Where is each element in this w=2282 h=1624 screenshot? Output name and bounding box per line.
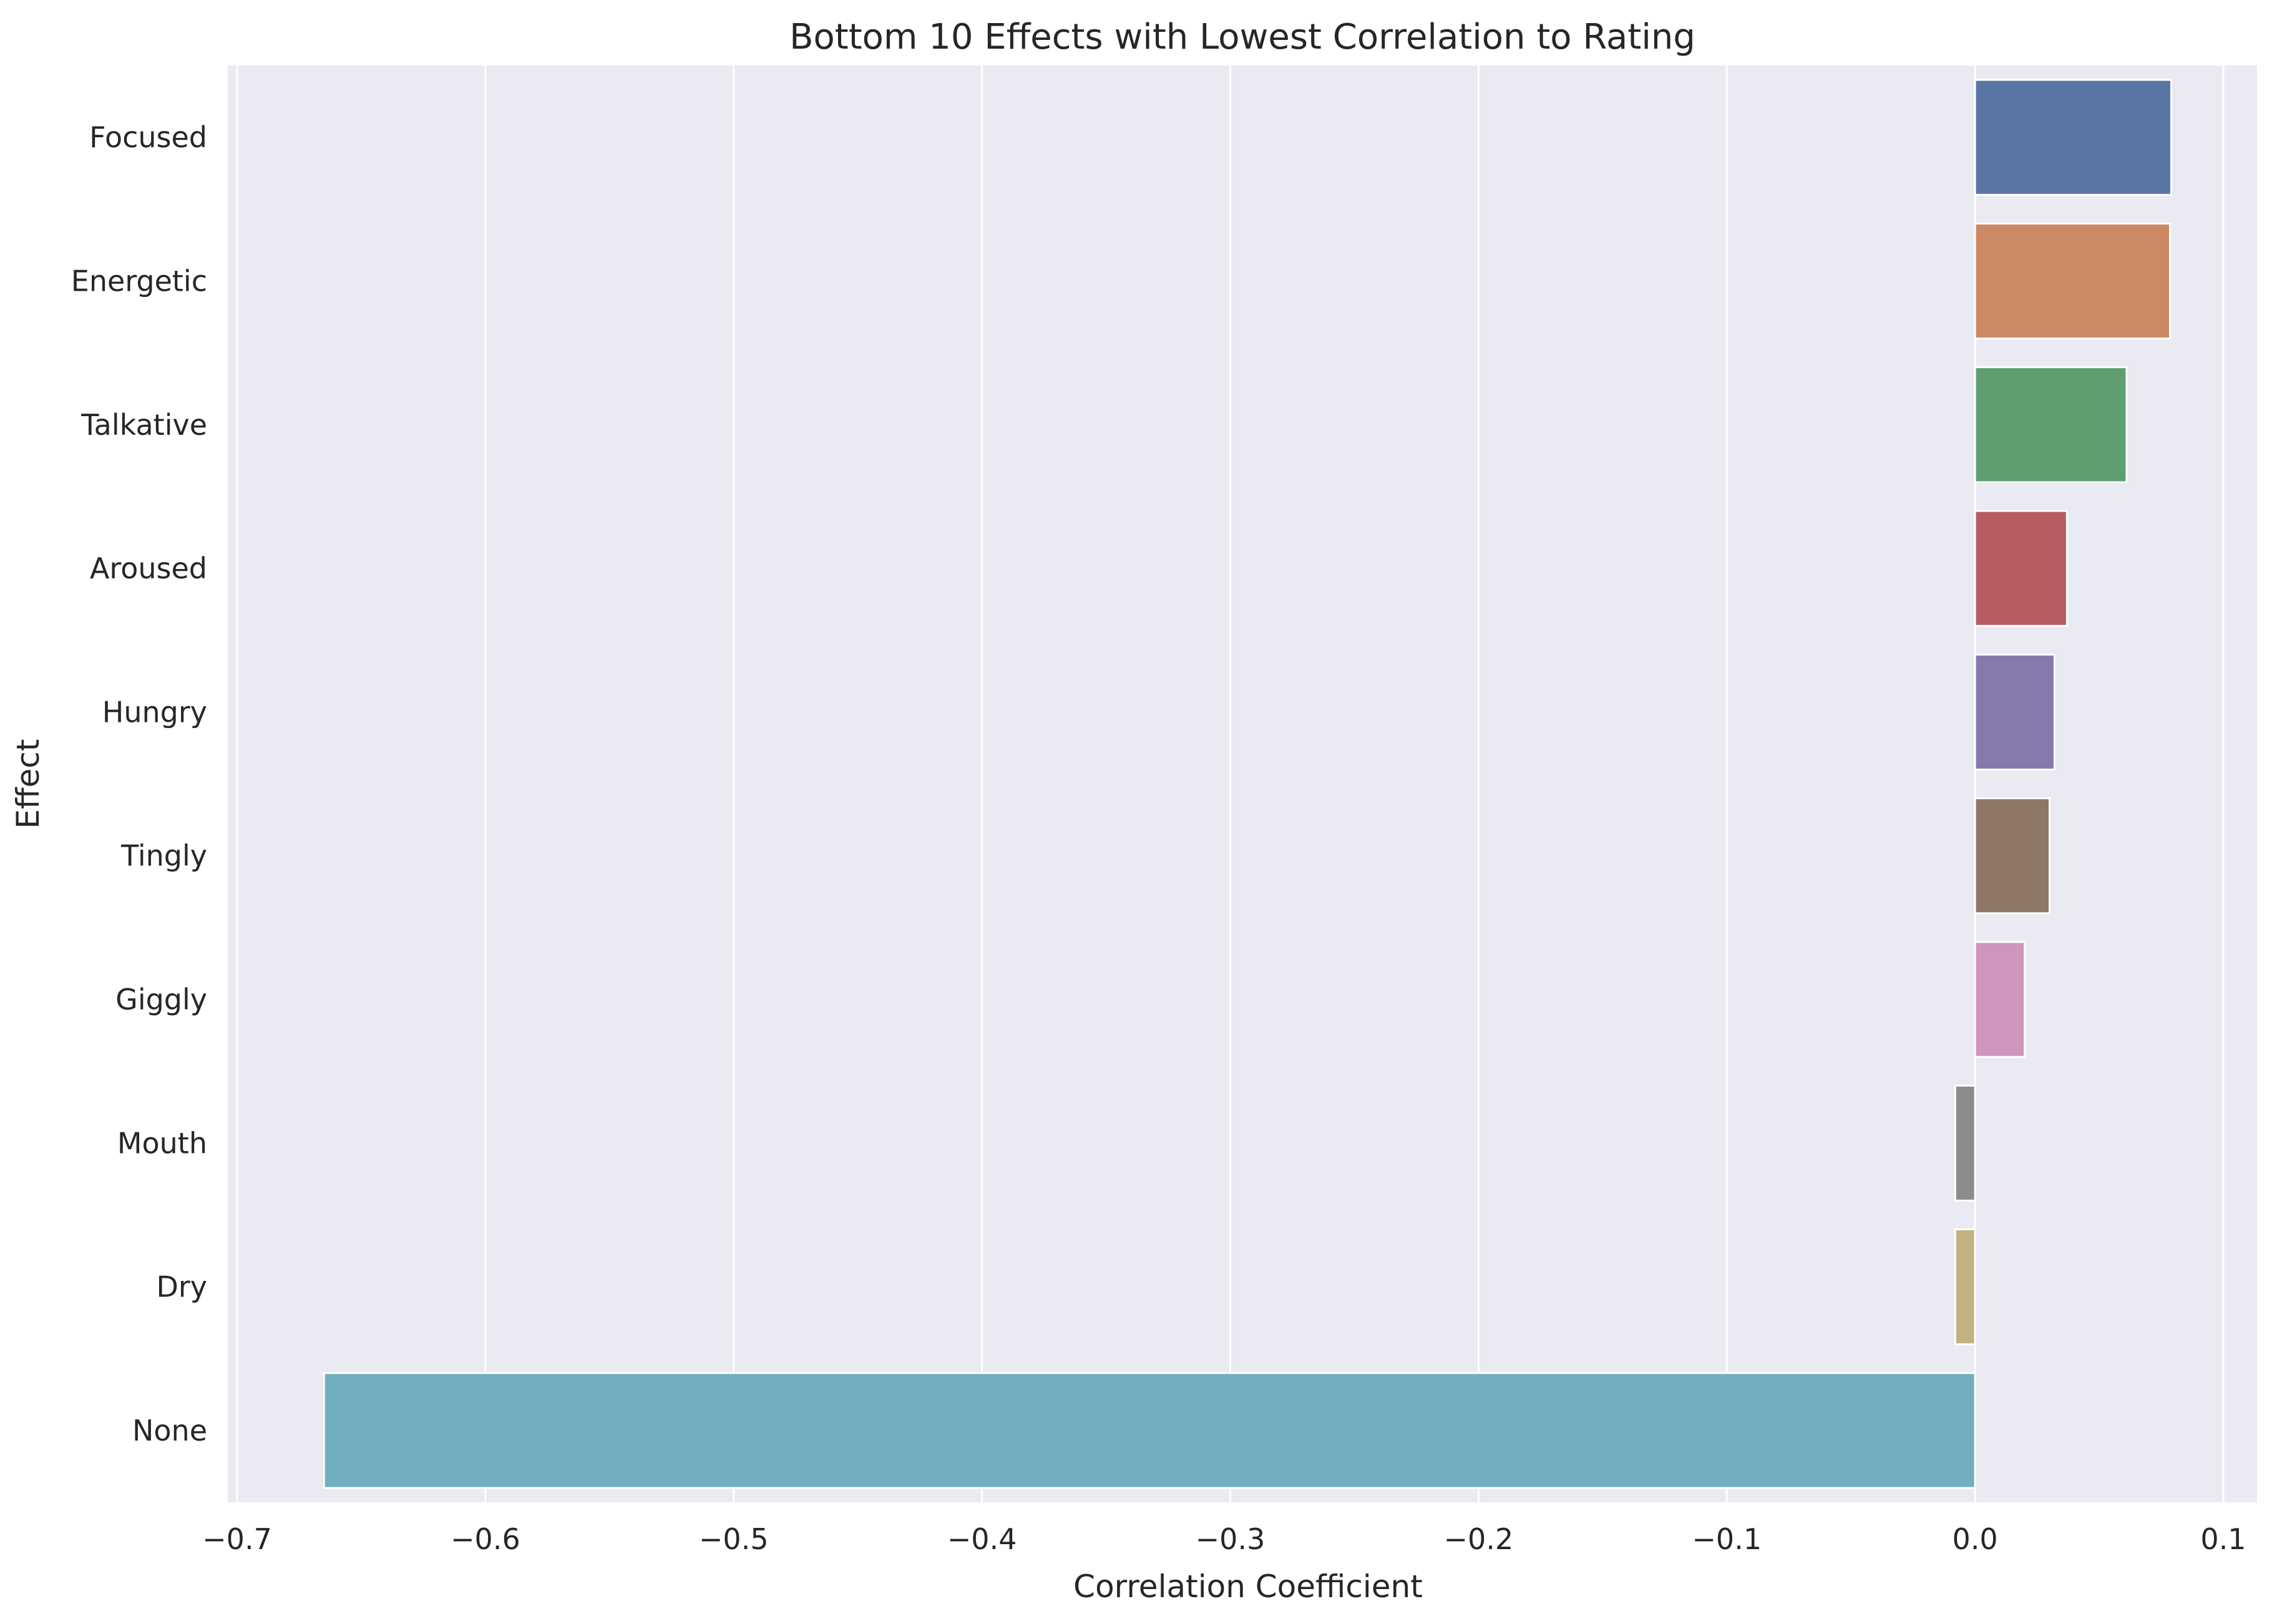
bar-mouth (1954, 1084, 1976, 1202)
x-tick-label: −0.5 (699, 1522, 769, 1556)
bar-talkative (1974, 366, 2128, 484)
bar-none (323, 1372, 1976, 1489)
y-tick-label: Focused (89, 120, 207, 154)
x-tick-label: −0.2 (1444, 1522, 1514, 1556)
x-tick-label: −0.6 (451, 1522, 520, 1556)
bars (323, 79, 2172, 1489)
y-tick-label: Aroused (90, 552, 207, 585)
x-tick-label: 0.0 (1953, 1522, 1998, 1556)
bar-aroused (1974, 510, 2068, 627)
y-tick-label: Giggly (115, 983, 207, 1016)
bar-focused (1974, 79, 2172, 196)
y-tick-label: Mouth (117, 1126, 207, 1160)
x-axis-label: Correlation Coefficient (1073, 1568, 1423, 1605)
chart-title: Bottom 10 Effects with Lowest Correlatio… (789, 17, 1695, 57)
plot-background (228, 66, 2257, 1502)
y-axis-label: Effect (10, 739, 46, 829)
x-tick-label: 0.1 (2200, 1522, 2246, 1556)
y-tick-label: Talkative (80, 408, 207, 442)
bar-dry (1954, 1228, 1976, 1346)
bar-hungry (1974, 653, 2055, 771)
x-tick-label: −0.1 (1692, 1522, 1762, 1556)
y-tick-label: Energetic (71, 264, 207, 298)
bar-giggly (1974, 941, 2026, 1058)
y-tick-label: Tingly (120, 839, 207, 873)
x-tick-label: −0.4 (947, 1522, 1017, 1556)
x-tick-labels: −0.7 −0.6 −0.5 −0.4 −0.3 −0.2 −0.1 0.0 0.1 (202, 1522, 2246, 1556)
x-tick-label: −0.3 (1196, 1522, 1265, 1556)
y-tick-label: None (132, 1414, 207, 1447)
y-tick-label: Hungry (102, 695, 207, 729)
x-tick-label: −0.7 (202, 1522, 272, 1556)
bar-tingly (1974, 797, 2050, 915)
y-tick-labels: Focused Energetic Talkative Aroused Hungry Ti… (71, 120, 207, 1447)
y-tick-label: Dry (156, 1270, 207, 1304)
bar-energetic (1974, 222, 2171, 340)
grid-lines (236, 66, 2225, 1502)
